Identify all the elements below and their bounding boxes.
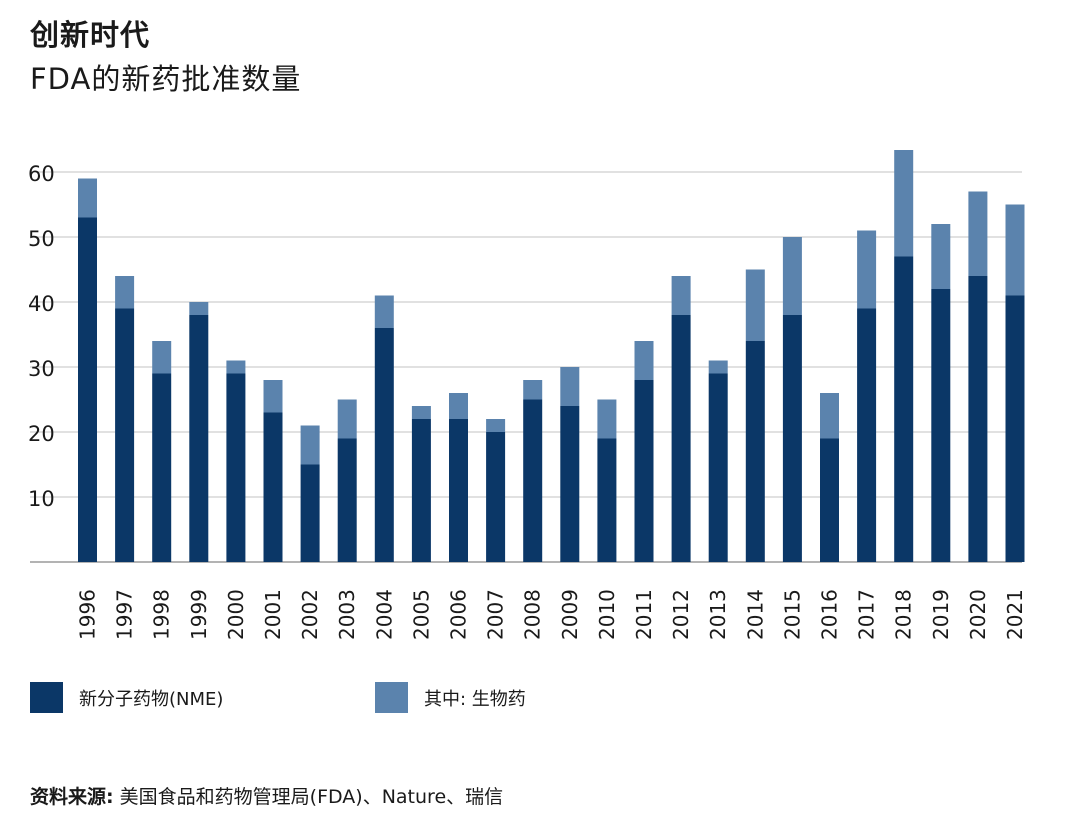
bar-nme (894, 256, 914, 562)
y-tick-label: 60 (28, 162, 55, 186)
bar-biologics (78, 178, 97, 218)
legend-item-nme: 新分子药物(NME) (30, 682, 223, 713)
bar-nme (1005, 295, 1025, 562)
bar-nme (857, 308, 877, 562)
legend-label-biologics: 其中: 生物药 (424, 688, 526, 710)
x-tick-label: 2014 (743, 589, 767, 640)
bar-biologics (820, 393, 839, 439)
source-note: 资料来源: 美国食品和药物管理局(FDA)、Nature、瑞信 (30, 782, 503, 809)
bar-biologics (374, 295, 394, 328)
bar-nme (671, 315, 691, 562)
x-tick-label: 2006 (447, 589, 471, 640)
x-tick-label: 2002 (298, 589, 322, 640)
legend-swatch-biologics (375, 682, 408, 713)
x-tick-label: 2009 (558, 589, 582, 640)
bar-nme (820, 438, 839, 562)
bar-biologics (152, 341, 172, 374)
x-tick-label: 1996 (76, 589, 100, 640)
x-tick-label: 1997 (113, 589, 137, 640)
bar-nme (597, 438, 617, 562)
legend-swatch-nme (30, 682, 63, 713)
bar-biologics (226, 360, 246, 374)
bar-nme (411, 419, 431, 562)
bar-nme (189, 315, 209, 562)
x-tick-label: 2015 (780, 589, 804, 640)
bar-biologics (671, 276, 691, 315)
y-tick-label: 40 (28, 292, 55, 316)
bar-nme (782, 315, 802, 562)
x-tick-label: 1999 (187, 589, 211, 640)
legend-label-nme: 新分子药物(NME) (79, 688, 224, 710)
legend-item-biologics: 其中: 生物药 (375, 682, 526, 713)
bar-biologics (968, 191, 988, 276)
bar-biologics (634, 341, 654, 380)
bar-biologics (337, 399, 357, 439)
y-tick-label: 50 (28, 227, 55, 251)
bar-biologics (708, 360, 728, 374)
source-text: 美国食品和药物管理局(FDA)、Nature、瑞信 (119, 786, 504, 808)
x-tick-label: 2007 (484, 589, 508, 640)
bar-nme (374, 328, 394, 562)
bar-nme (968, 276, 988, 562)
bar-nme (634, 380, 654, 562)
bar-biologics (486, 419, 506, 432)
bar-nme (560, 406, 580, 562)
bar-biologics (189, 302, 209, 315)
bar-biologics (597, 399, 617, 439)
bar-biologics (523, 380, 543, 400)
bar-biologics (1005, 204, 1025, 296)
bar-biologics (449, 393, 468, 419)
bar-nme (708, 373, 728, 562)
bar-nme (931, 289, 951, 562)
x-tick-label: 2008 (521, 589, 545, 640)
x-tick-label: 2010 (595, 589, 619, 640)
bar-biologics (411, 406, 431, 419)
x-tick-label: 2020 (966, 589, 990, 640)
x-tick-label: 2004 (372, 589, 396, 640)
bar-nme (337, 438, 357, 562)
x-tick-label: 2011 (632, 589, 656, 640)
x-tick-label: 2013 (706, 589, 730, 640)
bar-biologics (115, 276, 135, 309)
x-tick-label: 2001 (261, 589, 285, 640)
bar-nme (745, 341, 765, 562)
stacked-bar-chart: 10 20 30 40 50 60 1996 1997 1998 1999 2000 2001 2002… (28, 150, 1027, 640)
x-tick-label: 2016 (818, 589, 842, 640)
bar-biologics (857, 230, 877, 309)
y-tick-label: 20 (28, 422, 55, 446)
bar-biologics (745, 269, 765, 341)
chart-subtitle: FDA的新药批准数量 (30, 62, 302, 96)
bar-biologics (782, 237, 802, 315)
x-tick-label: 2019 (929, 589, 953, 640)
x-tick-label: 2021 (1003, 589, 1027, 640)
bar-nme (449, 419, 468, 562)
bar-biologics (931, 224, 951, 289)
x-tick-label: 1998 (150, 589, 174, 640)
bar-biologics (560, 367, 580, 406)
x-tick-label: 2000 (224, 589, 248, 640)
bar-nme (523, 399, 543, 562)
x-tick-label: 2003 (335, 589, 359, 640)
x-tick-label: 2017 (855, 589, 879, 640)
bar-nme (486, 432, 506, 562)
chart-title: 创新时代 (30, 18, 151, 52)
x-tick-label: 2012 (669, 589, 693, 640)
bar-nme (115, 308, 135, 562)
bar-biologics (263, 380, 283, 413)
bar-nme (78, 217, 97, 562)
y-tick-label: 30 (28, 357, 55, 381)
bar-nme (300, 464, 320, 562)
bar-nme (226, 373, 246, 562)
x-tick-label: 2005 (409, 589, 433, 640)
bar-nme (152, 373, 172, 562)
bar-biologics (894, 150, 914, 257)
bar-nme (263, 412, 283, 562)
bar-biologics (300, 425, 320, 465)
y-tick-label: 10 (28, 487, 55, 511)
source-label: 资料来源: (30, 786, 114, 808)
x-tick-label: 2018 (892, 589, 916, 640)
